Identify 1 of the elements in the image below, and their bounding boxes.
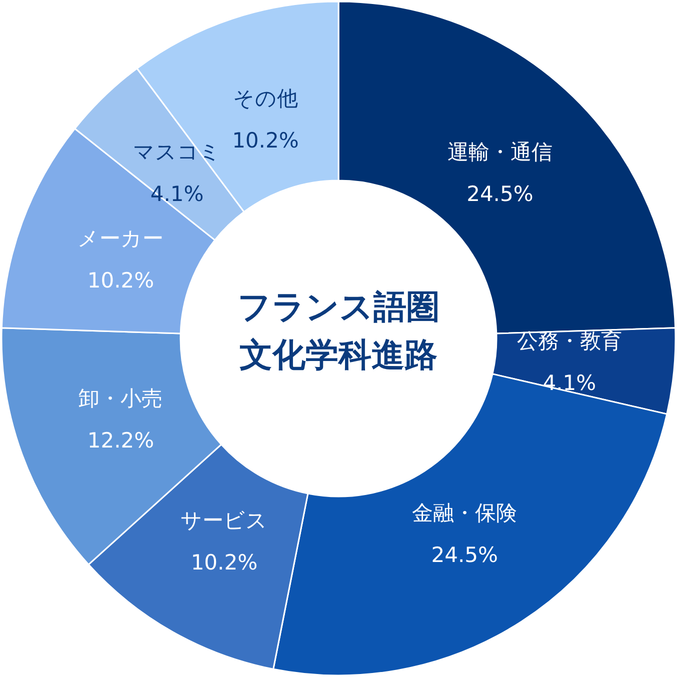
text: フランス語圏文化学科進路 [236,286,440,376]
